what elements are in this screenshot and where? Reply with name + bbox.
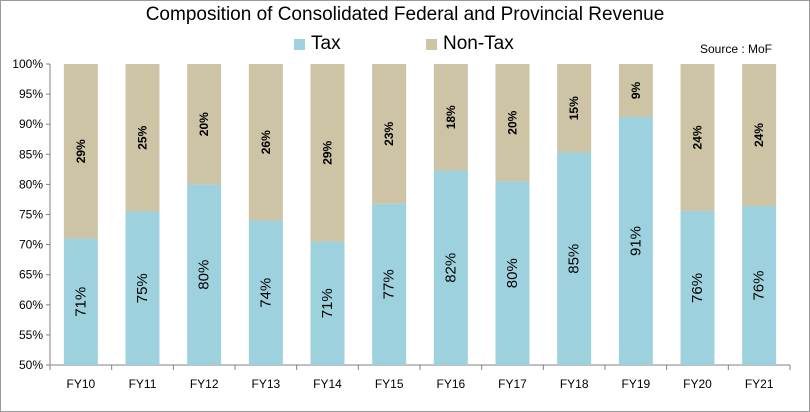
y-tick-label: 100% (12, 57, 43, 71)
y-tick-label: 75% (19, 208, 43, 222)
y-tick-label: 55% (19, 328, 43, 342)
data-label-non-tax: 15% (567, 96, 581, 120)
x-tick-label: FY21 (745, 377, 774, 391)
chart-title: Composition of Consolidated Federal and … (145, 4, 665, 25)
x-tick-label: FY19 (621, 377, 650, 391)
data-label-non-tax: 20% (197, 112, 211, 136)
x-tick-label: FY13 (251, 377, 280, 391)
legend-swatch-non-tax (426, 38, 437, 50)
x-tick-label: FY16 (436, 377, 465, 391)
y-tick-label: 95% (19, 87, 43, 101)
bar-non-tax (557, 64, 592, 153)
bar-non-tax (310, 64, 345, 242)
bar-tax (742, 206, 777, 365)
x-tick-label: FY17 (498, 377, 527, 391)
bar-non-tax (618, 64, 653, 117)
x-tick-label: FY20 (683, 377, 712, 391)
data-label-tax: 71% (319, 288, 336, 318)
y-tick-label: 50% (19, 358, 43, 372)
bar-tax (495, 181, 530, 365)
bar-non-tax (495, 64, 530, 182)
x-tick-label: FY14 (313, 377, 342, 391)
x-tick-label: FY12 (190, 377, 219, 391)
y-tick-label: 60% (19, 298, 43, 312)
bar-tax (248, 220, 283, 365)
x-tick-label: FY10 (66, 377, 95, 391)
bar-tax (125, 211, 160, 365)
data-label-non-tax: 29% (321, 140, 335, 164)
data-label-non-tax: 23% (382, 121, 396, 145)
data-label-tax: 80% (504, 258, 521, 288)
data-label-non-tax: 24% (691, 125, 705, 149)
data-label-tax: 75% (134, 273, 151, 303)
y-tick-label: 70% (19, 238, 43, 252)
data-label-non-tax: 9% (629, 81, 643, 99)
data-label-tax: 74% (257, 278, 274, 308)
bar-non-tax (372, 64, 407, 204)
x-tick-label: FY15 (375, 377, 404, 391)
y-tick-label: 65% (19, 268, 43, 282)
bar-tax (680, 210, 715, 365)
bar-tax (187, 184, 222, 365)
data-label-non-tax: 25% (136, 125, 150, 149)
y-tick-label: 90% (19, 117, 43, 131)
legend-label-non-tax: Non-Tax (443, 33, 514, 54)
legend: Tax Non-Tax (0, 32, 810, 56)
legend-label-tax: Tax (311, 33, 341, 54)
y-tick-label: 85% (19, 147, 43, 161)
data-label-tax: 71% (72, 287, 89, 317)
data-label-non-tax: 29% (74, 139, 88, 163)
bar-non-tax (248, 64, 283, 221)
legend-item-tax: Tax (294, 32, 341, 56)
data-label-tax: 82% (442, 253, 459, 283)
bar-non-tax (125, 64, 160, 212)
bar-tax (63, 238, 98, 365)
bar-tax (433, 170, 468, 365)
data-label-tax: 76% (751, 271, 768, 301)
x-tick-label: FY11 (129, 377, 157, 391)
data-label-tax: 80% (196, 260, 213, 290)
data-label-tax: 85% (566, 244, 583, 274)
bar-non-tax (742, 64, 777, 207)
data-label-non-tax: 26% (259, 130, 273, 154)
x-tick-label: FY18 (560, 377, 589, 391)
bar-tax (557, 152, 592, 365)
bar-tax (372, 203, 407, 365)
source-note: Source : MoF (699, 42, 772, 56)
bar-non-tax (680, 64, 715, 211)
bar-tax (310, 241, 345, 365)
legend-swatch-tax (294, 38, 305, 50)
data-label-tax: 76% (689, 273, 706, 303)
y-tick-label: 80% (19, 177, 43, 191)
bar-non-tax (433, 64, 468, 171)
data-label-tax: 77% (381, 269, 398, 299)
bar-non-tax (187, 64, 222, 185)
legend-item-non-tax: Non-Tax (426, 32, 514, 56)
data-label-tax: 91% (627, 226, 644, 256)
data-label-non-tax: 24% (752, 123, 766, 147)
data-label-non-tax: 18% (444, 105, 458, 129)
data-label-non-tax: 20% (506, 110, 520, 134)
bar-tax (618, 116, 653, 365)
bar-non-tax (63, 64, 98, 239)
